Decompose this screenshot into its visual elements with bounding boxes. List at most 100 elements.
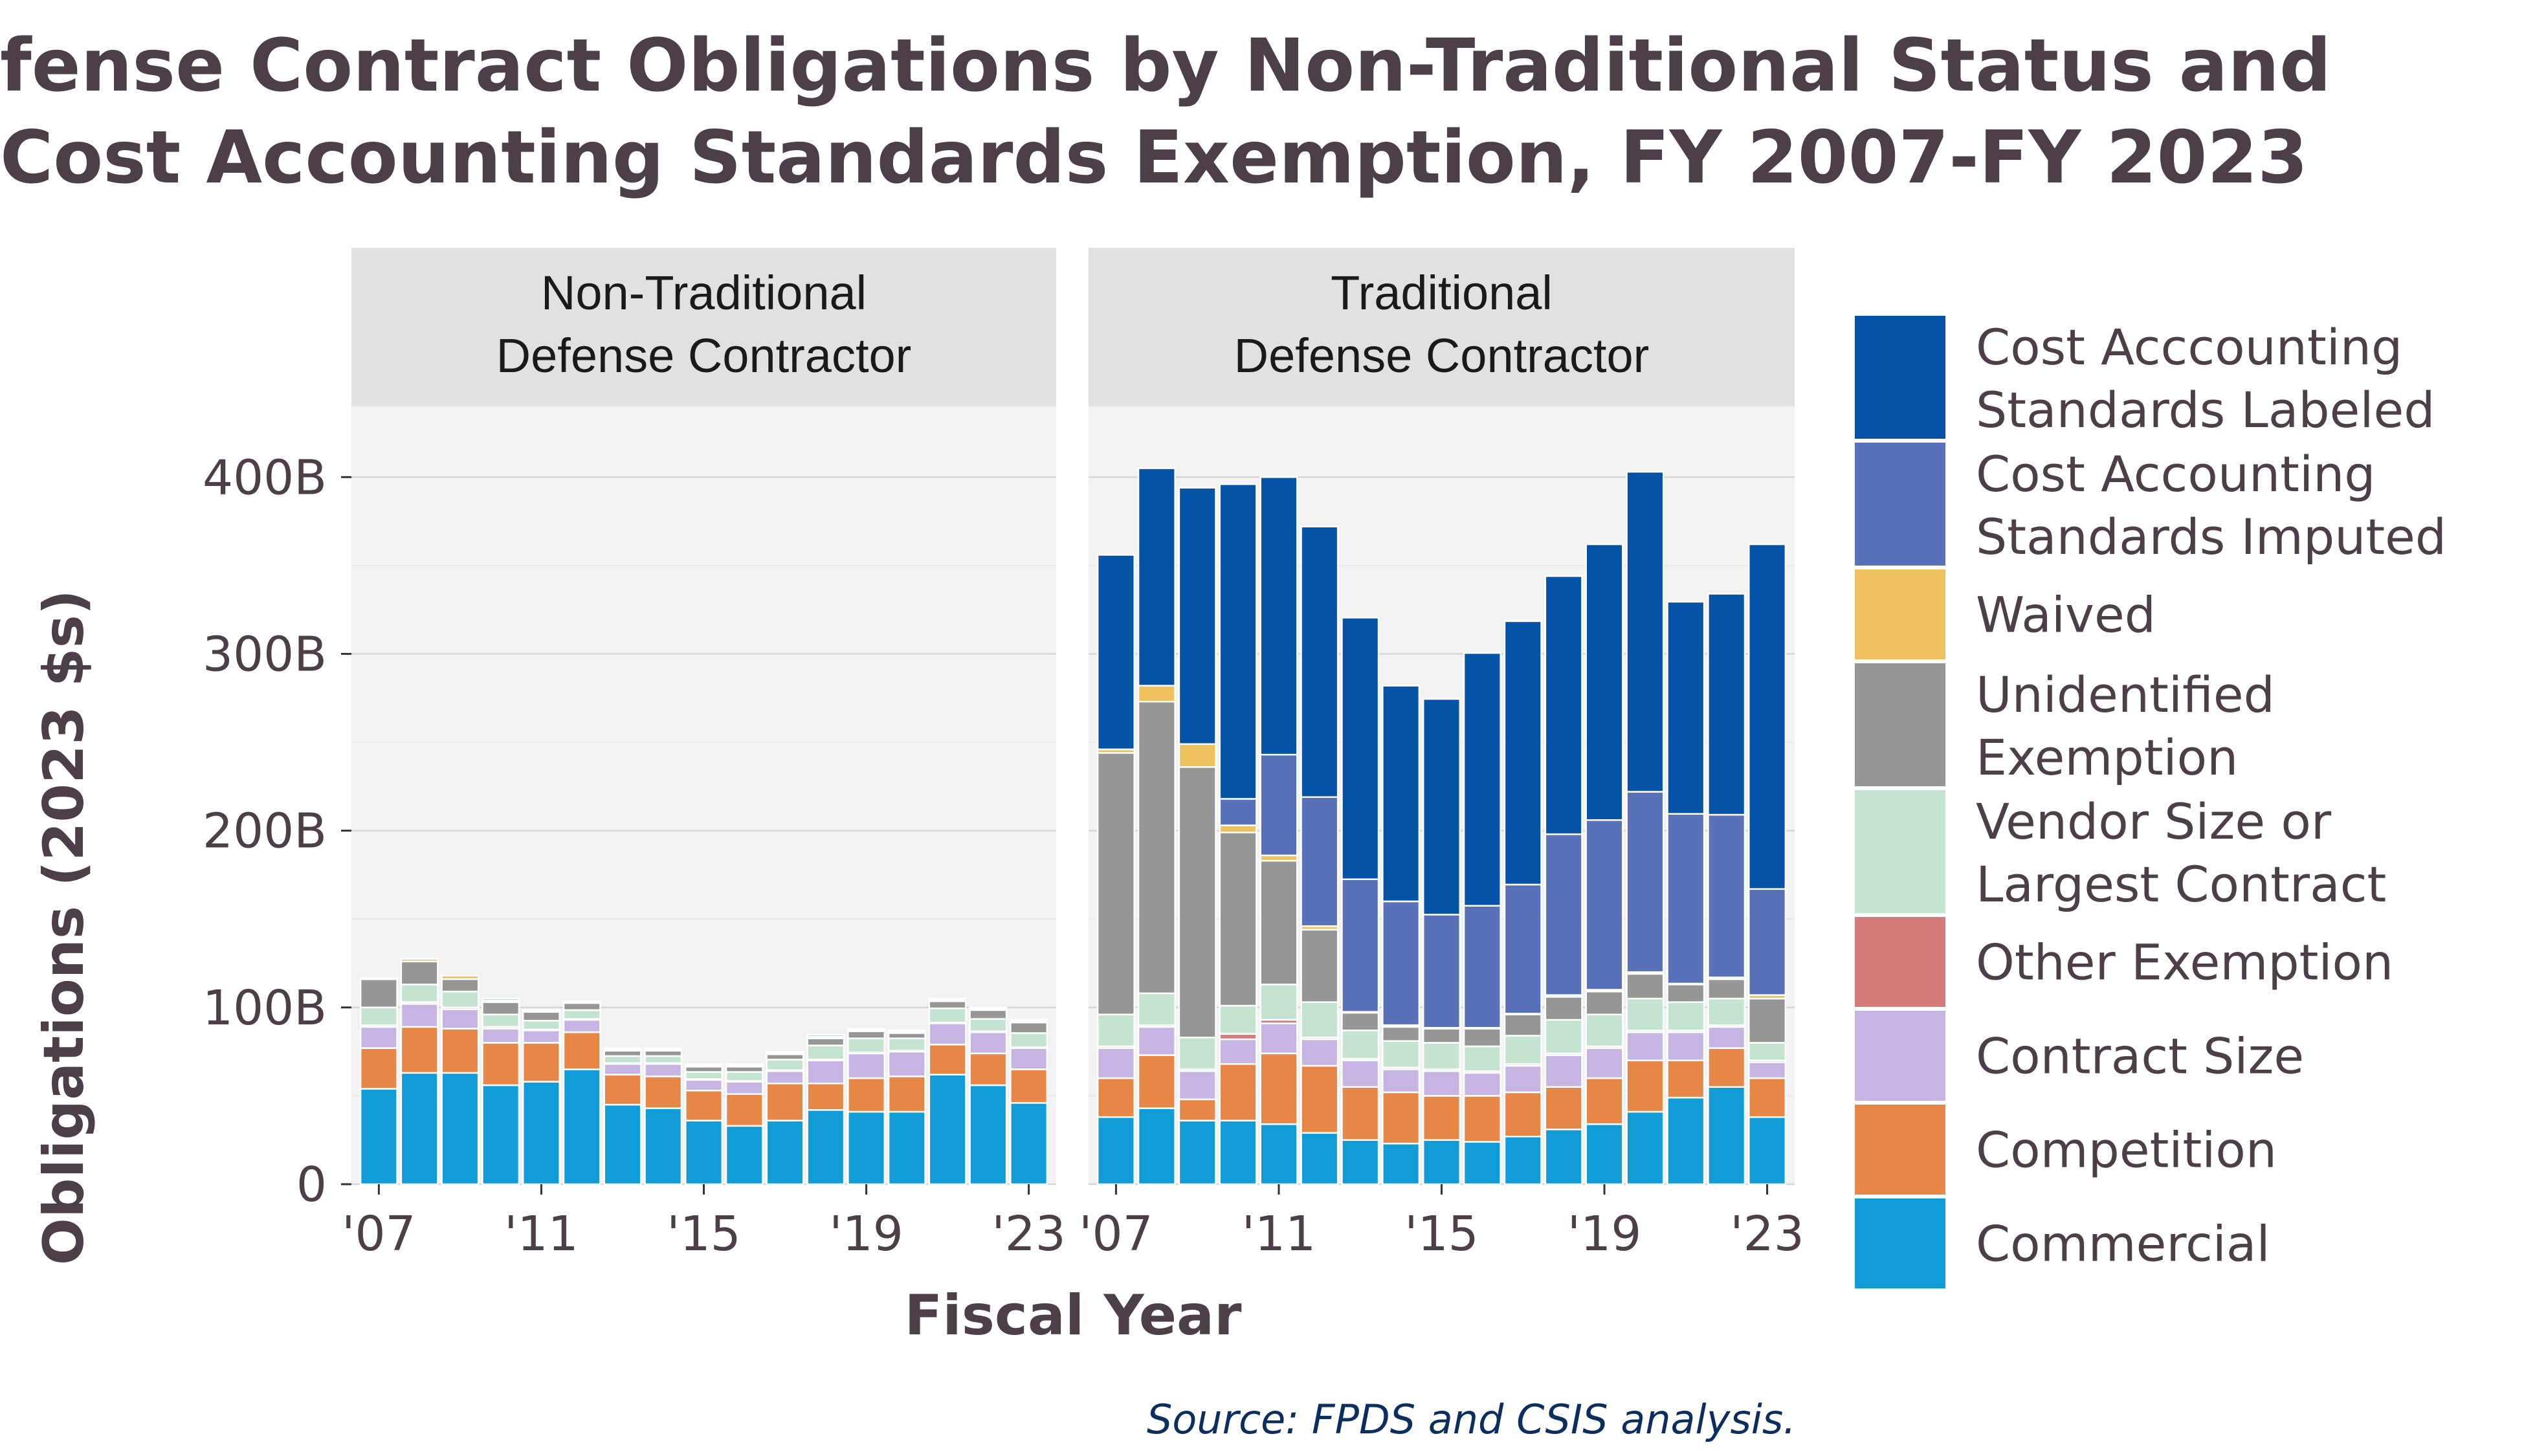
panel-1-strip-label-line-1: Traditional xyxy=(1331,266,1553,320)
bar-1-2013-5 xyxy=(1341,1011,1380,1031)
bar-1-2014-8 xyxy=(1382,685,1421,903)
bar-0-2008-0 xyxy=(400,1072,439,1186)
bar-1-2009-4 xyxy=(1178,1037,1217,1070)
bar-0-2012-1 xyxy=(562,1031,601,1070)
bar-1-2016-2 xyxy=(1463,1072,1501,1097)
bar-1-2021-5 xyxy=(1666,984,1705,1003)
bar-0-2009-5 xyxy=(441,978,480,993)
bar-1-2010-0 xyxy=(1219,1120,1257,1186)
bar-1-2016-1 xyxy=(1463,1095,1501,1143)
bar-1-2007-1 xyxy=(1096,1077,1135,1118)
panel-1-strip-label-line-2: Defense Contractor xyxy=(1234,329,1650,382)
bar-1-2017-0 xyxy=(1503,1135,1542,1186)
bar-1-2010-2 xyxy=(1219,1038,1257,1065)
bar-1-2011-4 xyxy=(1259,984,1298,1021)
bar-1-2009-5 xyxy=(1178,766,1217,1039)
bar-0-2012-8 xyxy=(562,1000,601,1003)
panel-1-x-tick-label-3: '19 xyxy=(1567,1206,1642,1262)
panel-0-x-tick-label-2: '15 xyxy=(667,1206,741,1262)
bar-0-2023-0 xyxy=(1010,1102,1048,1186)
bar-0-2014-0 xyxy=(644,1107,683,1186)
bar-0-2014-4 xyxy=(644,1055,683,1064)
bar-0-2022-2 xyxy=(969,1031,1008,1055)
panel-1-x-tick-label-4: '23 xyxy=(1730,1206,1804,1262)
bar-0-2011-0 xyxy=(522,1081,560,1186)
bar-1-2014-4 xyxy=(1382,1040,1421,1068)
bar-1-2018-2 xyxy=(1544,1054,1583,1088)
panel-1-x-tick-label-0: '07 xyxy=(1079,1206,1153,1262)
bar-0-2022-1 xyxy=(969,1052,1008,1086)
bar-1-2013-0 xyxy=(1341,1139,1380,1186)
bar-0-2021-8 xyxy=(928,997,967,1000)
bar-0-2018-5 xyxy=(806,1037,845,1046)
bar-1-2015-0 xyxy=(1422,1139,1461,1186)
bar-1-2008-0 xyxy=(1137,1107,1176,1186)
bar-1-2010-7 xyxy=(1219,798,1257,826)
bar-1-2020-7 xyxy=(1626,791,1665,973)
bar-1-2007-8 xyxy=(1096,554,1135,751)
bar-1-2020-2 xyxy=(1626,1031,1665,1062)
legend-label-4-line-1: Vendor Size or xyxy=(1976,793,2332,850)
bar-1-2022-8 xyxy=(1707,593,1746,816)
bar-0-2014-2 xyxy=(644,1063,683,1077)
bar-1-2007-5 xyxy=(1096,752,1135,1015)
bar-1-2015-5 xyxy=(1422,1028,1461,1044)
bar-0-2011-4 xyxy=(522,1020,560,1031)
bar-1-2018-5 xyxy=(1544,996,1583,1021)
bar-1-2009-8 xyxy=(1178,487,1217,745)
bar-1-2017-5 xyxy=(1503,1013,1542,1037)
bar-0-2023-1 xyxy=(1010,1068,1048,1104)
bar-1-2012-7 xyxy=(1300,796,1339,927)
legend-label-7-line-2: Standards Imputed xyxy=(1976,508,2446,566)
bar-1-2014-5 xyxy=(1382,1026,1421,1042)
bar-1-2023-7 xyxy=(1748,888,1787,996)
bar-1-2021-8 xyxy=(1666,601,1705,815)
panel-1: Traditional Defense Contractor '07 '11 '15 '1… xyxy=(1079,248,1804,1262)
bar-1-2021-2 xyxy=(1666,1031,1705,1062)
legend-key-3 xyxy=(1855,917,1945,1007)
bar-0-2020-4 xyxy=(887,1037,926,1052)
bar-1-2007-4 xyxy=(1096,1013,1135,1048)
bar-0-2009-4 xyxy=(441,990,480,1009)
bar-1-2015-7 xyxy=(1422,914,1461,1029)
bar-0-2007-6 xyxy=(359,977,398,980)
bar-1-2011-1 xyxy=(1259,1052,1298,1125)
bar-0-2017-0 xyxy=(766,1120,804,1186)
bar-0-2019-2 xyxy=(847,1052,886,1079)
y-tick-labels: 0 100B 200B 300B 400B xyxy=(203,450,351,1213)
bar-0-2015-1 xyxy=(685,1089,723,1121)
legend-label-0-line-1: Commercial xyxy=(1976,1215,2270,1273)
bar-1-2016-7 xyxy=(1463,905,1501,1029)
bar-0-2021-1 xyxy=(928,1043,967,1075)
bar-1-2012-8 xyxy=(1300,525,1339,798)
bar-1-2013-4 xyxy=(1341,1030,1380,1060)
bar-1-2013-8 xyxy=(1341,617,1380,881)
bar-0-2013-8 xyxy=(603,1047,642,1050)
bar-0-2019-4 xyxy=(847,1037,886,1053)
panel-0-x-tick-label-4: '23 xyxy=(991,1206,1066,1262)
bar-1-2012-2 xyxy=(1300,1038,1339,1067)
bar-0-2021-2 xyxy=(928,1022,967,1046)
bar-1-2016-8 xyxy=(1463,652,1501,907)
bar-1-2022-0 xyxy=(1707,1086,1746,1186)
bar-0-2008-1 xyxy=(400,1026,439,1074)
bar-1-2023-8 xyxy=(1748,543,1787,890)
panels-layer: Non-Traditional Defense Contractor '07 '11 '… xyxy=(342,248,1804,1262)
bar-1-2010-1 xyxy=(1219,1063,1257,1121)
bar-1-2021-7 xyxy=(1666,813,1705,985)
bar-1-2020-4 xyxy=(1626,997,1665,1031)
bar-1-2021-1 xyxy=(1666,1059,1705,1099)
legend-label-1-line-1: Competition xyxy=(1976,1121,2277,1179)
legend-key-6 xyxy=(1855,569,1945,659)
bar-1-2021-4 xyxy=(1666,1001,1705,1031)
bar-0-2007-5 xyxy=(359,978,398,1009)
bar-1-2016-5 xyxy=(1463,1028,1501,1048)
bar-1-2011-5 xyxy=(1259,859,1298,986)
panel-1-x-tick-label-1: '11 xyxy=(1242,1206,1316,1262)
bar-1-2008-1 xyxy=(1137,1054,1176,1109)
chart-title-line-1: fense Contract Obligations by Non-Tradit… xyxy=(0,24,2331,108)
bar-0-2016-2 xyxy=(725,1081,764,1095)
bar-0-2019-0 xyxy=(847,1110,886,1186)
bar-1-2019-1 xyxy=(1585,1077,1624,1125)
bar-0-2011-2 xyxy=(522,1030,560,1044)
